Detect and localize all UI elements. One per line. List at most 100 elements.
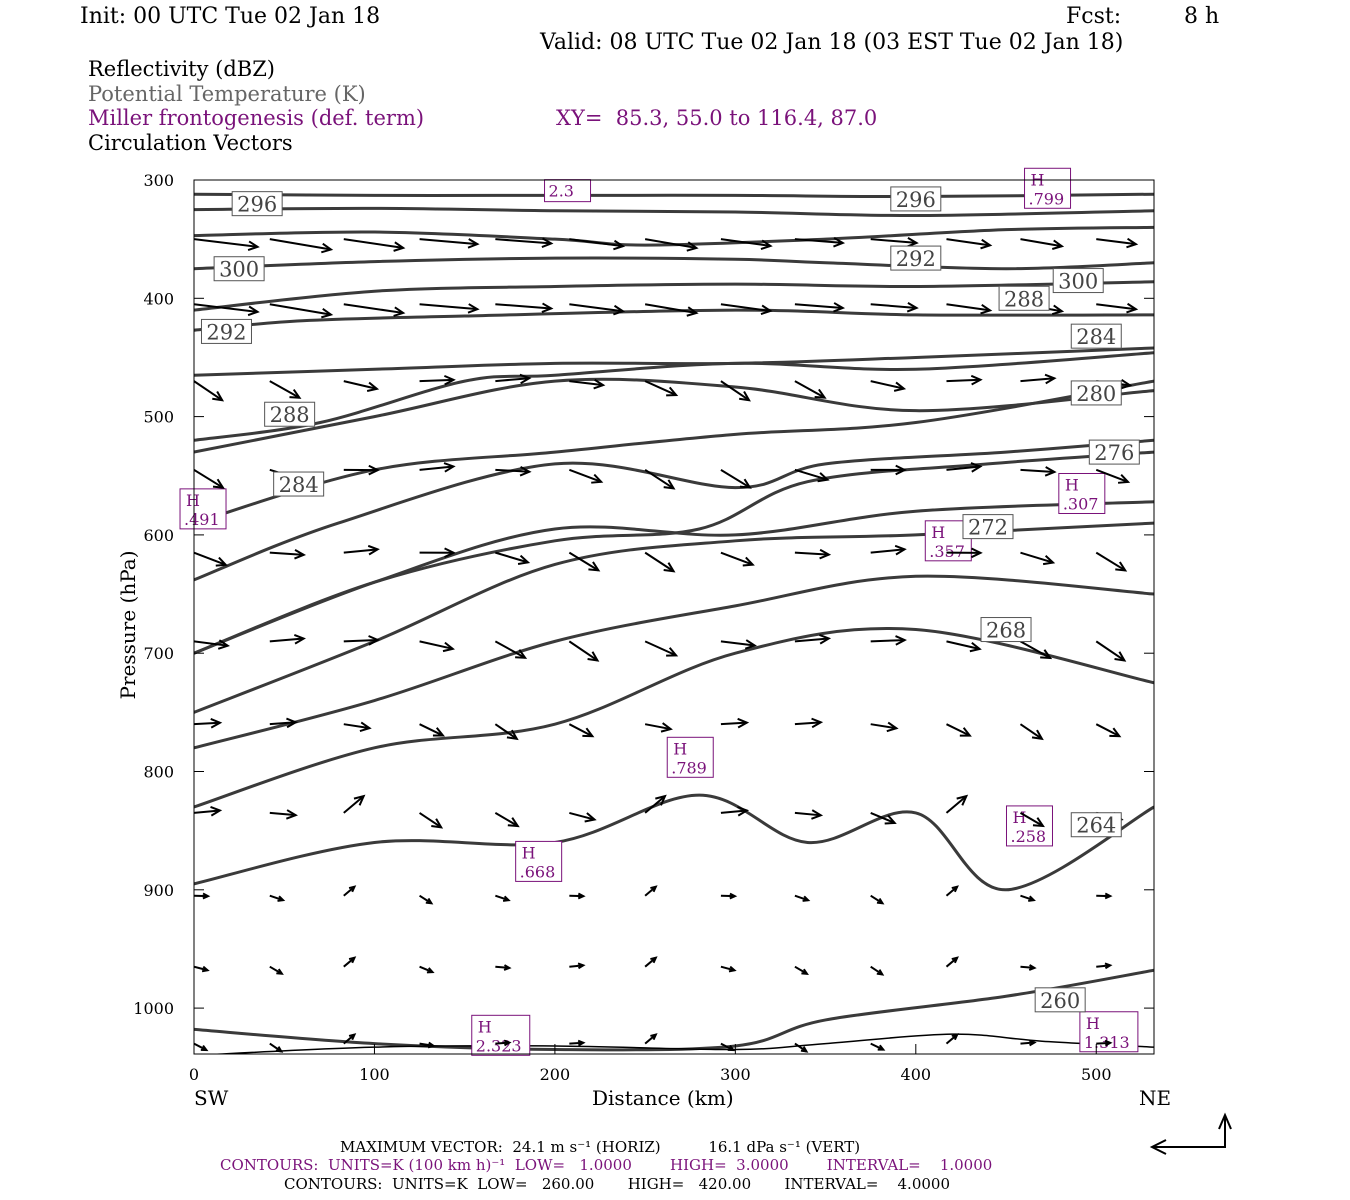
- circulation-vector: [194, 1042, 207, 1051]
- vector-head: [393, 241, 406, 252]
- theta-contour-272: [194, 574, 1154, 750]
- circulation-vector: [945, 885, 958, 897]
- vector-head: [1114, 651, 1127, 662]
- vector-head: [819, 633, 832, 645]
- circulation-vector: [568, 468, 602, 483]
- circulation-vector: [794, 637, 829, 643]
- vector-head: [368, 635, 381, 646]
- vector-head: [876, 897, 885, 905]
- theta-label: 292: [896, 247, 936, 271]
- vector-head: [210, 717, 223, 729]
- vector-head: [1042, 555, 1056, 566]
- circulation-vector: [343, 303, 404, 314]
- circulation-vector: [720, 303, 771, 312]
- vector-head: [739, 478, 752, 489]
- vector-head: [1028, 964, 1037, 971]
- circulation-vector: [419, 378, 454, 383]
- vector-head: [515, 649, 528, 659]
- vector-head: [1104, 962, 1113, 970]
- circulation-vector: [494, 723, 518, 740]
- vector-head: [426, 967, 435, 974]
- theta-contour-288: [194, 377, 1154, 454]
- circulation-vector: [870, 639, 905, 643]
- vector-head: [275, 1046, 284, 1053]
- vector-head: [980, 303, 993, 315]
- vector-head: [432, 727, 446, 737]
- circulation-vector: [720, 640, 755, 647]
- theta-label-box: [1070, 323, 1122, 349]
- circulation-vector: [870, 1042, 884, 1051]
- circulation-vector: [644, 1033, 657, 1045]
- y-tick-label: 800: [143, 763, 174, 782]
- circulation-vector: [644, 956, 657, 968]
- circulation-vector: [946, 723, 971, 737]
- circulation-vector: [569, 380, 604, 387]
- circulation-vector: [946, 465, 981, 471]
- theta-contour-268: [194, 626, 1154, 809]
- circulation-vector: [1020, 894, 1035, 902]
- circulation-vector: [419, 812, 442, 829]
- y-tick-label: 600: [143, 526, 174, 545]
- circulation-vector: [269, 1042, 282, 1053]
- vector-head: [895, 635, 907, 646]
- fronto-max-label: H: [673, 739, 687, 758]
- vector-head: [368, 464, 381, 476]
- circulation-vector: [794, 811, 821, 817]
- vector-head: [366, 381, 380, 393]
- theta-label: 268: [986, 619, 1026, 643]
- fronto-max-label: H: [478, 1017, 492, 1036]
- circulation-vector: [269, 965, 283, 975]
- vector-head: [247, 240, 260, 251]
- vector-head: [427, 1041, 436, 1049]
- theta-label: 300: [1058, 270, 1098, 294]
- vector-head: [443, 374, 456, 386]
- theta-contour-300: [194, 256, 1154, 271]
- x-tick-label: 100: [359, 1065, 390, 1084]
- vector-head: [286, 717, 299, 729]
- vector-head: [686, 306, 699, 317]
- circulation-vector: [194, 380, 223, 401]
- theta-label-box: [273, 471, 325, 497]
- theta-label-box: [1070, 812, 1122, 838]
- circulation-vector: [1020, 965, 1035, 969]
- vector-head: [729, 892, 738, 900]
- circulation-vector: [644, 795, 666, 814]
- circulation-vector: [946, 640, 980, 650]
- vector-head: [503, 964, 512, 971]
- vector-head: [289, 388, 302, 399]
- vector-head: [348, 956, 357, 964]
- vector-head: [970, 462, 983, 473]
- circulation-vector: [870, 811, 896, 824]
- vector-head: [951, 956, 959, 964]
- circulation-vector: [794, 303, 843, 309]
- legend-xy: XY= 85.3, 55.0 to 116.4, 87.0: [556, 106, 878, 130]
- circulation-vector: [343, 885, 356, 897]
- theta-label: 284: [279, 473, 319, 497]
- vector-head: [811, 717, 824, 729]
- circulation-vector: [870, 723, 897, 730]
- circulation-vector: [1020, 468, 1055, 473]
- theta-label-box: [213, 256, 265, 282]
- circulation-vector: [419, 965, 433, 973]
- theta-contour-296: [194, 280, 1154, 312]
- vector-head: [200, 1044, 209, 1052]
- vector-head: [425, 897, 434, 905]
- legend-reflectivity: Reflectivity (dBZ): [88, 57, 276, 81]
- vector-head: [444, 547, 456, 558]
- theta-contour-292: [194, 351, 1154, 442]
- theta-label: 260: [1040, 989, 1080, 1013]
- vector-head: [577, 962, 586, 970]
- vector-head: [650, 885, 658, 893]
- circulation-vector: [794, 894, 809, 902]
- circulation-vector: [945, 1033, 958, 1045]
- circulation-vector: [495, 238, 552, 245]
- fronto-max-value: .307: [1063, 494, 1099, 513]
- plot-frame: [193, 179, 1155, 1055]
- max-vector-text: MAXIMUM VECTOR: 24.1 m s⁻¹ (HORIZ) 16.1 …: [340, 1138, 861, 1156]
- vector-head: [503, 1039, 512, 1047]
- circulation-vector: [870, 548, 905, 554]
- circulation-vector: [1095, 640, 1125, 662]
- circulation-vector: [269, 637, 304, 643]
- theta-label-box: [1070, 380, 1122, 406]
- theta-contour-292: [194, 346, 1154, 377]
